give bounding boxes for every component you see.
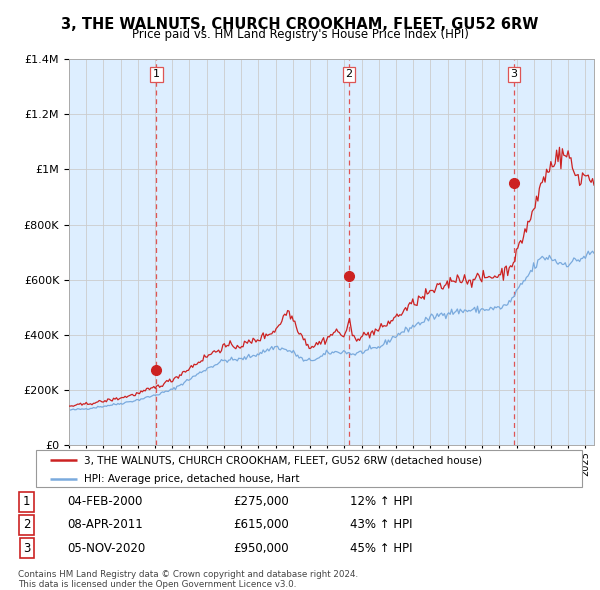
Text: 05-NOV-2020: 05-NOV-2020 — [67, 542, 146, 555]
Text: Contains HM Land Registry data © Crown copyright and database right 2024.
This d: Contains HM Land Registry data © Crown c… — [18, 570, 358, 589]
Text: 1: 1 — [23, 496, 30, 509]
Text: 3: 3 — [510, 70, 517, 80]
Text: 43% ↑ HPI: 43% ↑ HPI — [350, 519, 412, 532]
Text: 08-APR-2011: 08-APR-2011 — [67, 519, 143, 532]
Text: 2: 2 — [23, 519, 30, 532]
Text: 3, THE WALNUTS, CHURCH CROOKHAM, FLEET, GU52 6RW (detached house): 3, THE WALNUTS, CHURCH CROOKHAM, FLEET, … — [84, 455, 482, 466]
Text: 12% ↑ HPI: 12% ↑ HPI — [350, 496, 412, 509]
Text: 3, THE WALNUTS, CHURCH CROOKHAM, FLEET, GU52 6RW: 3, THE WALNUTS, CHURCH CROOKHAM, FLEET, … — [61, 17, 539, 31]
Text: £275,000: £275,000 — [233, 496, 289, 509]
Text: 2: 2 — [346, 70, 353, 80]
Text: HPI: Average price, detached house, Hart: HPI: Average price, detached house, Hart — [84, 474, 299, 484]
Text: £950,000: £950,000 — [233, 542, 289, 555]
Text: 3: 3 — [23, 542, 30, 555]
Text: 1: 1 — [153, 70, 160, 80]
FancyBboxPatch shape — [36, 450, 582, 487]
Text: Price paid vs. HM Land Registry's House Price Index (HPI): Price paid vs. HM Land Registry's House … — [131, 28, 469, 41]
Text: £615,000: £615,000 — [233, 519, 289, 532]
Text: 45% ↑ HPI: 45% ↑ HPI — [350, 542, 412, 555]
Text: 04-FEB-2000: 04-FEB-2000 — [67, 496, 143, 509]
